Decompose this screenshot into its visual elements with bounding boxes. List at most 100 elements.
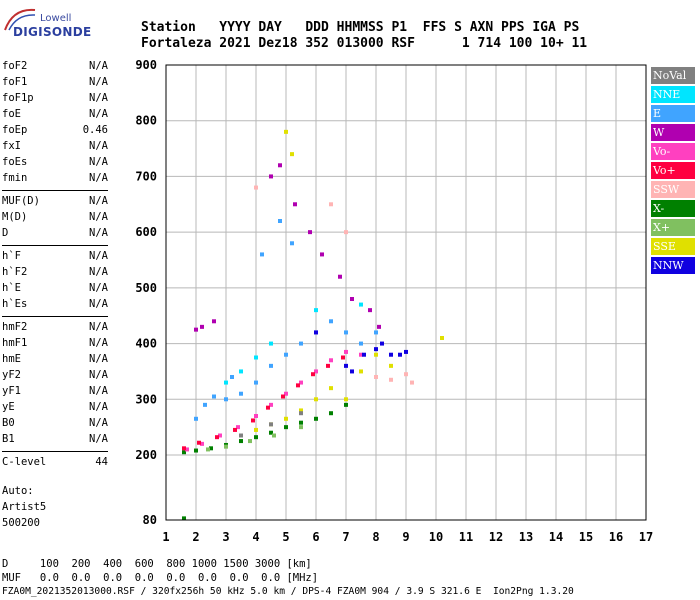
param-name: yE [2,401,15,413]
data-point [299,341,303,346]
data-point [260,252,264,257]
data-point [338,274,342,279]
data-point [239,439,243,444]
data-point [254,380,258,385]
param-name: fxI [2,140,21,152]
ionogram-chart: 1 2 3 4 5 6 7 8 9 10 11 12 13 14 15 16 17 80200300400500… [135,58,653,544]
data-point [254,435,258,440]
param-value: N/A [89,195,108,207]
data-point [269,174,273,179]
data-point [350,369,354,374]
data-point [200,441,204,446]
param-row: fmin N/A [2,172,108,186]
legend-item-noval: NoVal [651,67,695,84]
data-point [344,363,348,368]
data-point [251,418,255,423]
data-point [239,391,243,396]
data-point [344,402,348,407]
data-point [281,394,285,399]
data-point [314,397,318,402]
data-point [377,324,381,329]
param-name: foF1p [2,92,34,104]
param-value: 0.46 [82,124,108,136]
param-row: B1 N/A [2,433,108,447]
y-tick-label: 800 [135,114,157,128]
plot-frame [165,64,647,521]
data-point [278,163,282,168]
x-tick-label: 16 [609,530,623,544]
param-name: foE [2,108,21,120]
data-point [224,397,228,402]
data-point [230,375,234,379]
series-nnw [314,330,408,374]
data-point [440,336,444,340]
param-value: N/A [89,266,108,278]
data-point [314,330,318,335]
param-row: h`F2 N/A [2,266,108,280]
param-name: foEs [2,156,28,168]
data-point [194,448,198,453]
param-row: M(D) N/A [2,211,108,225]
muf-row: MUF 0.0 0.0 0.0 0.0 0.0 0.0 0.0 0.0 [MHz… [2,572,319,584]
legend-item-nne: NNE [651,86,695,103]
data-point [200,324,204,329]
data-point [329,386,333,391]
data-point [314,369,318,374]
param-name: hmF2 [2,321,28,333]
legend-item-ssw: SSW [651,181,695,198]
data-point [209,446,213,451]
x-tick-label: 10 [429,530,443,544]
param-value: N/A [89,60,108,72]
data-point [290,241,294,246]
series-w [194,163,381,332]
data-point [314,416,318,421]
series-noval [239,411,303,438]
legend-item-nnw: NNW [651,257,695,274]
data-point [389,377,393,382]
data-point [344,230,348,235]
data-point [284,425,288,430]
x-tick-label: 8 [372,530,379,544]
data-point [374,375,378,379]
param-value: N/A [89,337,108,349]
x-tick-label: 14 [549,530,563,544]
d-row: D 100 200 400 600 800 1000 1500 3000 [km… [2,558,312,570]
data-point [254,355,258,360]
data-point [344,349,348,354]
series-vo- [182,355,345,451]
data-point [278,219,282,223]
param-row: hmF2 N/A [2,321,108,335]
param-value: 44 [95,456,108,468]
data-point [284,416,288,421]
y-tick-label: 900 [135,58,157,72]
data-point [239,369,243,374]
data-point [344,330,348,335]
data-point [299,411,303,416]
param-separator [2,451,108,452]
auto-version: 500200 [2,517,40,529]
data-point [341,355,345,360]
chart-points [182,129,444,521]
legend-item-vo-: Vo- [651,143,695,160]
x-tick-label: 7 [342,530,349,544]
param-name: D [2,227,9,239]
x-tick-label: 13 [519,530,533,544]
data-point [374,352,378,357]
y-tick-label: 300 [135,392,157,406]
x-tick-label: 17 [639,530,653,544]
legend-item-vo-: Vo+ [651,162,695,179]
data-point [326,363,330,368]
data-point [182,446,186,451]
param-value: N/A [89,92,108,104]
x-tick-labels: 1 2 3 4 5 6 7 8 9 10 11 12 13 14 15 16 17 [162,530,653,544]
data-point [248,439,252,444]
x-tick-label: 2 [192,530,199,544]
series-ssw [254,185,414,385]
data-point [266,405,270,410]
param-value: N/A [89,401,108,413]
series-x- [182,402,348,521]
data-point [290,152,294,157]
x-tick-label: 5 [282,530,289,544]
param-name: foEp [2,124,28,136]
data-point [272,433,276,438]
